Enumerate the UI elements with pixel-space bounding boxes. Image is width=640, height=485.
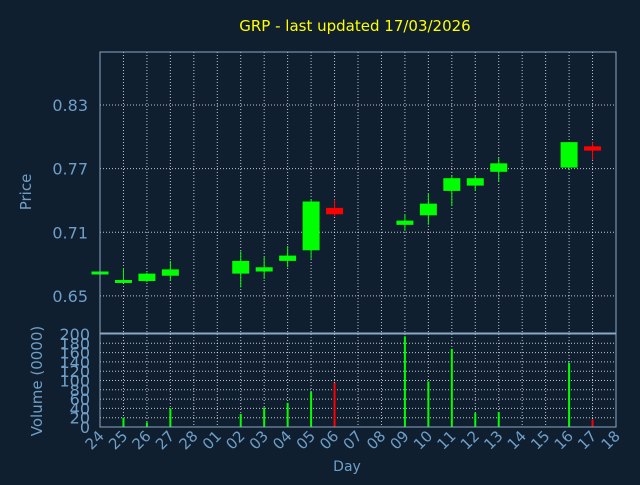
- volume-tick-label: 60: [70, 390, 90, 409]
- price-plot-frame: [99, 51, 617, 334]
- candle-body: [279, 255, 297, 261]
- candle-body: [232, 260, 250, 274]
- volume-bar: [286, 402, 289, 427]
- volume-bar: [122, 417, 125, 427]
- volume-bar: [450, 348, 453, 427]
- candle-body: [396, 220, 414, 225]
- volume-bar: [145, 422, 148, 427]
- candle-body: [302, 201, 320, 251]
- volume-bar: [427, 381, 430, 427]
- volume-axis-label: Volume (0000): [28, 326, 46, 436]
- volume-plot-frame: [99, 333, 617, 428]
- volume-tick-label: 180: [59, 334, 90, 353]
- volume-tick-label: 120: [59, 362, 90, 381]
- volume-bar: [239, 413, 242, 427]
- price-axis-label: Price: [17, 174, 35, 211]
- price-tick-labels: 0.65 0.71 0.77 0.83: [52, 96, 88, 306]
- candle: [138, 272, 156, 283]
- candle-body: [114, 279, 132, 283]
- candle: [232, 251, 250, 288]
- volume-bars: [122, 336, 594, 427]
- candle: [161, 260, 179, 282]
- candle-body: [443, 178, 461, 191]
- price-tick-label: 0.77: [52, 160, 88, 179]
- volume-tick-label: 200: [59, 325, 90, 344]
- candle-body: [326, 207, 344, 215]
- volume-tick-label: 100: [59, 372, 90, 391]
- volume-tick-label: 0: [80, 418, 90, 437]
- candle: [584, 142, 602, 161]
- candle-body: [584, 146, 602, 151]
- candle-body: [490, 163, 508, 172]
- candles: [91, 142, 602, 288]
- volume-tick-label: 40: [70, 399, 90, 418]
- candle: [560, 142, 578, 169]
- candle-body: [560, 142, 578, 168]
- volume-bar: [310, 391, 313, 427]
- candle: [443, 175, 461, 206]
- volume-tick-label: 140: [59, 353, 90, 372]
- candle-body: [255, 267, 273, 272]
- volume-bar: [333, 382, 336, 427]
- volume-tick-label: 160: [59, 344, 90, 363]
- volume-bar: [403, 336, 406, 427]
- candle-body: [419, 203, 437, 216]
- candle: [302, 199, 320, 259]
- volume-tick-label: 20: [70, 409, 90, 428]
- volume-bar: [568, 362, 571, 427]
- volume-bar: [474, 413, 477, 427]
- candle: [279, 246, 297, 268]
- volume-bar: [591, 419, 594, 427]
- volume-bar: [169, 408, 172, 427]
- price-tick-label: 0.65: [52, 287, 88, 306]
- volume-bar: [263, 407, 266, 427]
- candle-body: [161, 269, 179, 276]
- price-tick-label: 0.71: [52, 223, 88, 242]
- candle: [466, 176, 484, 191]
- candle: [419, 193, 437, 225]
- candle: [396, 214, 414, 232]
- candle-body: [138, 273, 156, 282]
- candle: [326, 199, 344, 217]
- chart-title: GRP - last updated 17/03/2026: [239, 17, 470, 35]
- volume-tick-label: 80: [70, 381, 90, 400]
- volume-bar: [497, 412, 500, 427]
- day-axis-label: Day: [333, 459, 361, 475]
- day-tick-labels: 2425262728010203040506070809101112131415…: [82, 427, 624, 453]
- candle-body: [466, 178, 484, 186]
- candle: [114, 268, 132, 283]
- candle: [255, 256, 273, 279]
- candle: [490, 158, 508, 182]
- price-tick-label: 0.83: [52, 96, 88, 115]
